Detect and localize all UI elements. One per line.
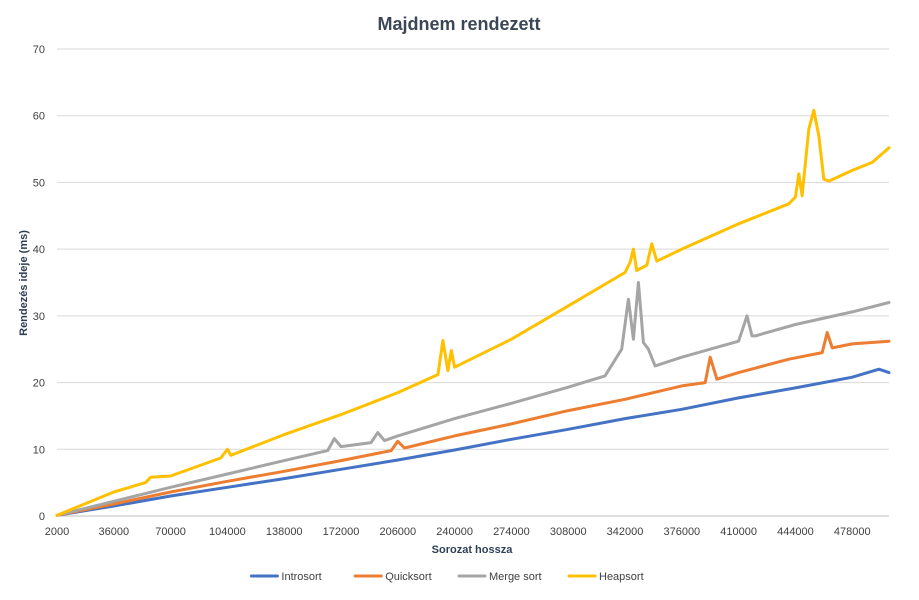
x-tick-label: 138000 <box>266 526 303 538</box>
x-tick-label: 376000 <box>663 526 700 538</box>
series-line-introsort <box>55 367 891 517</box>
y-tick-label: 40 <box>33 244 45 256</box>
y-tick-label: 20 <box>33 378 45 390</box>
y-axis-ticks: 0 10 20 30 40 50 60 70 <box>33 44 45 523</box>
x-axis-title: Sorozat hossza <box>432 544 514 556</box>
x-tick-label: 478000 <box>834 526 871 538</box>
x-tick-label: 274000 <box>493 526 530 538</box>
x-tick-label: 206000 <box>379 526 416 538</box>
gridlines <box>57 48 889 517</box>
y-tick-label: 70 <box>33 44 45 56</box>
series-line-heapsort <box>55 108 891 517</box>
legend-label-quicksort: Quicksort <box>385 571 431 583</box>
series-line-quicksort <box>55 331 891 517</box>
x-axis-ticks: 2000 36000 70000 104000 138000 172000 206000 24… <box>45 526 871 538</box>
y-tick-label: 60 <box>33 111 45 123</box>
x-tick-label: 104000 <box>209 526 246 538</box>
series-line-merge-sort <box>55 281 891 517</box>
y-tick-label: 30 <box>33 311 45 323</box>
y-axis-title: Rendezés ideje (ms) <box>18 230 30 336</box>
x-tick-label: 36000 <box>99 526 130 538</box>
series-lines <box>55 108 891 517</box>
chart-title: Majdnem rendezett <box>377 14 540 34</box>
x-tick-label: 2000 <box>45 526 69 538</box>
x-tick-label: 172000 <box>323 526 360 538</box>
legend-label-merge-sort: Merge sort <box>489 571 542 583</box>
y-tick-label: 10 <box>33 444 45 456</box>
legend-label-introsort: Introsort <box>281 571 321 583</box>
x-tick-label: 240000 <box>436 526 473 538</box>
y-tick-label: 0 <box>39 511 45 523</box>
x-tick-label: 410000 <box>720 526 757 538</box>
x-tick-label: 308000 <box>550 526 587 538</box>
x-tick-label: 70000 <box>155 526 186 538</box>
x-tick-label: 342000 <box>607 526 644 538</box>
legend: Introsort Quicksort Merge sort Heapsort <box>249 571 644 583</box>
legend-label-heapsort: Heapsort <box>599 571 644 583</box>
x-tick-label: 444000 <box>777 526 814 538</box>
y-tick-label: 50 <box>33 177 45 189</box>
